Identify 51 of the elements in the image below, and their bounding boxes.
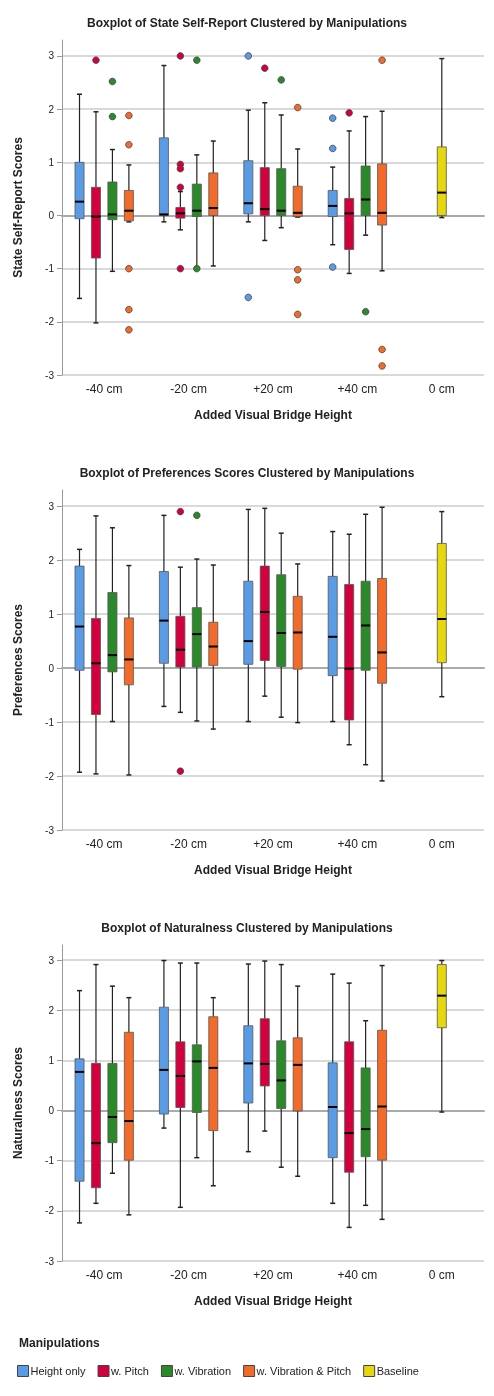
- y-tick-label: -1: [45, 263, 55, 275]
- x-tick-label: +20 cm: [253, 1268, 293, 1282]
- chart-title: Boxplot of State Self-Report Clustered by Manipulations: [86, 16, 408, 30]
- y-tick-label: 1: [48, 608, 55, 620]
- x-tick-label: 0 cm: [428, 382, 455, 396]
- y-tick-label: 2: [48, 1004, 55, 1016]
- legend-label: w. Vibration: [173, 1365, 232, 1377]
- legend-label: Baseline: [376, 1365, 419, 1377]
- legend-label: w. Pitch: [110, 1365, 149, 1377]
- x-tick-label: +40 cm: [337, 1268, 378, 1282]
- y-tick-label: 0: [48, 209, 55, 221]
- x-tick-label: -40 cm: [85, 1268, 123, 1282]
- legend-label: w. Vibration & Pitch: [255, 1365, 352, 1377]
- y-tick-label: -2: [45, 770, 55, 782]
- x-tick-label: 0 cm: [428, 837, 455, 851]
- x-tick-label: -20 cm: [170, 382, 207, 396]
- x-axis-title: Added Visual Bridge Height: [194, 863, 352, 877]
- chart-title: Boxplot of Naturalness Clustered by Manipulations: [101, 921, 394, 935]
- y-tick-label: 3: [48, 954, 55, 966]
- y-tick-label: 0: [48, 1105, 55, 1117]
- x-axis-title: Added Visual Bridge Height: [194, 408, 352, 422]
- legend-title: Manipulations: [19, 1336, 100, 1350]
- y-axis-title: State Self-Report Scores: [11, 136, 25, 278]
- y-tick-label: -2: [45, 316, 55, 328]
- y-tick-label: -1: [45, 1155, 55, 1167]
- x-tick-label: +40 cm: [337, 837, 378, 851]
- y-tick-label: -3: [45, 1255, 55, 1267]
- y-tick-label: 3: [48, 500, 55, 512]
- y-tick-label: -1: [45, 716, 55, 728]
- y-axis-title: Naturalness Scores: [11, 1046, 25, 1160]
- y-tick-label: -3: [45, 824, 55, 836]
- y-tick-label: 3: [48, 50, 55, 62]
- y-tick-label: 0: [48, 662, 55, 674]
- y-axis-title: Preferences Scores: [11, 603, 25, 717]
- y-tick-label: 2: [48, 103, 55, 115]
- x-tick-label: -40 cm: [85, 837, 123, 851]
- x-axis-title: Added Visual Bridge Height: [194, 1294, 352, 1308]
- x-tick-label: 0 cm: [428, 1268, 455, 1282]
- y-tick-label: 1: [48, 156, 55, 168]
- legend-label: Height only: [30, 1365, 87, 1377]
- chart-title: Boxplot of Preferences Scores Clustered by Manipulations: [79, 466, 415, 480]
- x-tick-label: -20 cm: [170, 1268, 207, 1282]
- y-tick-label: 1: [48, 1054, 55, 1066]
- x-tick-label: +20 cm: [253, 837, 293, 851]
- y-tick-label: -2: [45, 1205, 55, 1217]
- x-tick-label: -20 cm: [170, 837, 207, 851]
- x-tick-label: -40 cm: [85, 382, 123, 396]
- y-tick-label: 2: [48, 554, 55, 566]
- y-tick-label: -3: [45, 369, 55, 381]
- x-tick-label: +40 cm: [337, 382, 378, 396]
- x-tick-label: +20 cm: [253, 382, 293, 396]
